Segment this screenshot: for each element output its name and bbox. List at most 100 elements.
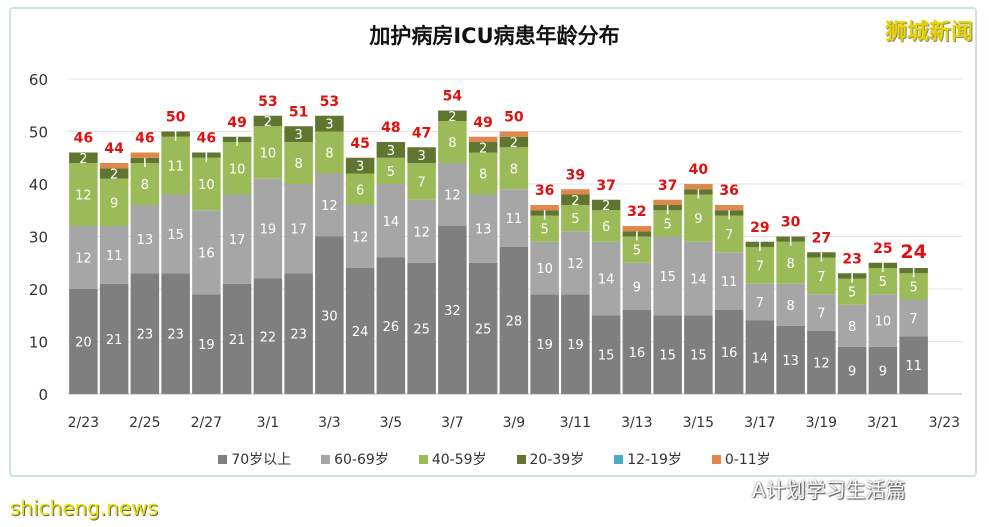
bar-segment (284, 126, 313, 142)
bar-segment (684, 315, 713, 394)
bar-segment (468, 142, 498, 153)
bar-segment (130, 163, 160, 205)
x-tick-label: 3/15 (683, 415, 714, 431)
x-tick-label: 3/7 (441, 415, 464, 431)
segment-label: 5 (387, 165, 395, 180)
segment-label: 32 (444, 304, 461, 319)
bar-segment (315, 173, 344, 237)
segment-label: 7 (817, 307, 825, 322)
bar-segment (345, 268, 375, 394)
segment-label: 19 (567, 338, 584, 353)
bar-segment (499, 247, 529, 394)
total-label: 53 (320, 94, 339, 110)
total-label: 53 (258, 94, 277, 110)
bar-segment (714, 252, 744, 310)
bar-segment (253, 178, 283, 279)
bar-segment (499, 189, 529, 247)
segment-label: 16 (629, 346, 646, 361)
bar-segment (714, 205, 744, 211)
total-label: 51 (289, 104, 308, 120)
watermark-account: A计划学习生活篇 (752, 478, 906, 502)
y-tick-label: 10 (29, 334, 48, 352)
segment-label: 11 (167, 160, 184, 175)
bar-segment (99, 178, 129, 226)
bar-segment (284, 273, 313, 394)
bar-segment (376, 142, 406, 158)
bar-segment (315, 236, 344, 394)
segment-label: 5 (633, 244, 641, 259)
legend-label: 12-19岁 (627, 452, 682, 468)
total-label: 50 (166, 110, 186, 126)
segment-label: 9 (848, 364, 856, 379)
bar-segment (161, 136, 190, 195)
segment-label: 25 (475, 322, 492, 337)
total-label: 44 (104, 141, 124, 157)
bar-segment (684, 194, 713, 242)
segment-label: 16 (721, 346, 738, 361)
bar-segment (622, 262, 652, 310)
bar-segment (530, 294, 559, 394)
x-tick-label: 3/9 (503, 415, 526, 431)
bar-segment (345, 173, 375, 205)
bar-segment (684, 184, 713, 190)
bar-segment (837, 346, 867, 394)
segment-label: 6 (356, 183, 364, 198)
bar-segment (468, 262, 498, 394)
segment-label: 8 (448, 136, 456, 151)
total-label: 49 (473, 115, 492, 131)
segment-label: 12 (352, 231, 369, 246)
bar-segment (376, 157, 406, 184)
total-label: 50 (504, 110, 524, 126)
segment-label: 5 (848, 286, 856, 301)
segment-label: 15 (598, 349, 615, 364)
bar-segment (561, 194, 590, 205)
bar-segment (315, 115, 344, 132)
legend-label: 70岁以上 (231, 452, 292, 468)
bar-segment (222, 142, 252, 195)
legend-item: 20-39岁 (516, 449, 585, 469)
segment-label: 19 (198, 338, 215, 353)
bar-segment (807, 294, 836, 331)
segment-label: 3 (294, 128, 302, 143)
segment-label: 25 (413, 322, 430, 337)
segment-label: 2 (448, 110, 456, 125)
legend-label: 40-59岁 (431, 452, 487, 468)
bar-segment (69, 163, 98, 226)
total-label: 24 (900, 241, 926, 263)
segment-label: 2 (510, 136, 518, 151)
segment-label: 10 (229, 162, 246, 177)
segment-label: 7 (417, 175, 425, 190)
segment-label: 3 (325, 118, 333, 133)
legend-label: 20-39岁 (529, 452, 585, 468)
segment-label: 12 (321, 199, 338, 214)
bar-segment (315, 131, 344, 174)
legend-swatch (516, 454, 526, 464)
segment-label: 14 (690, 273, 707, 288)
bar-segment (591, 199, 621, 211)
bar-segment (530, 205, 559, 211)
bar-segment (591, 210, 621, 242)
total-label: 30 (781, 215, 801, 231)
bar-segment (468, 136, 498, 142)
bar-segment (776, 283, 805, 326)
bar-segment (807, 257, 836, 295)
x-tick-label: 3/1 (257, 415, 280, 431)
bar-segment (745, 283, 775, 321)
legend-label: 60-69岁 (334, 452, 389, 468)
segment-label: 21 (106, 333, 123, 348)
bar-segment (407, 147, 436, 163)
segment-label: 28 (506, 315, 523, 330)
total-label: 23 (842, 251, 861, 267)
segment-label: 12 (567, 257, 584, 272)
segment-label: 23 (167, 328, 184, 343)
total-label: 49 (227, 115, 246, 131)
bar-segment (161, 194, 190, 274)
segment-label: 23 (137, 328, 154, 343)
bar-segment (591, 241, 621, 316)
legend-label: 0-11岁 (724, 452, 771, 468)
bar-segment (284, 184, 313, 274)
bar-segment (192, 210, 221, 295)
bar-segment (69, 226, 98, 289)
segment-label: 15 (659, 349, 676, 364)
total-label: 39 (566, 167, 585, 183)
